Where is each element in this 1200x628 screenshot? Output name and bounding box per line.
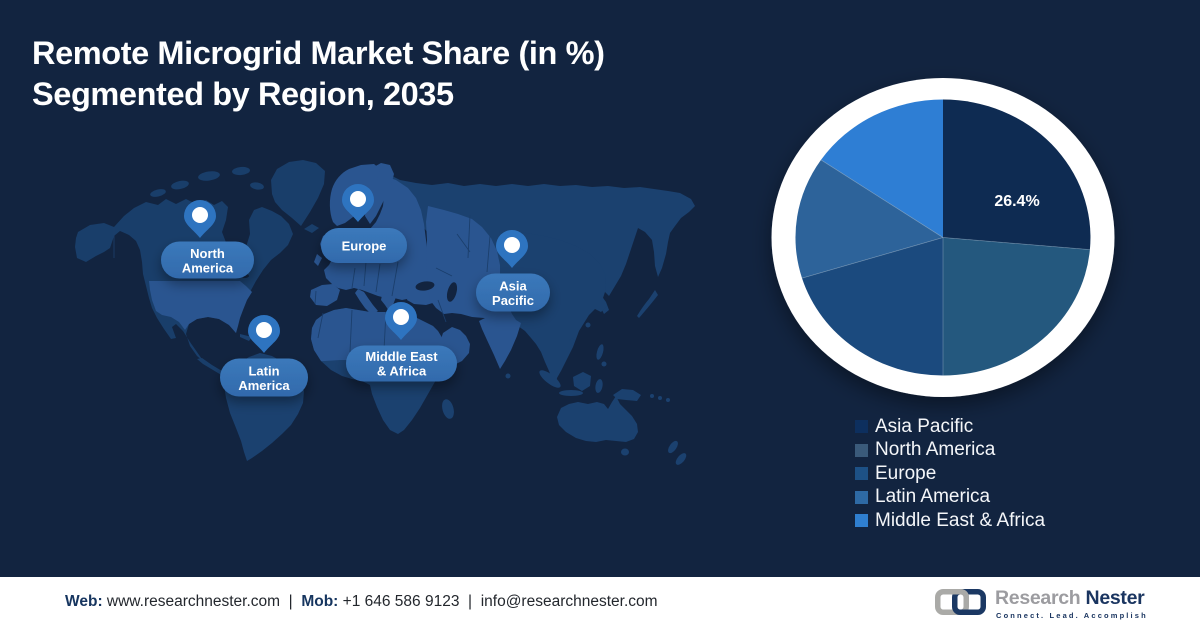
svg-text:North: North — [190, 246, 225, 261]
svg-text:America: America — [182, 261, 234, 276]
svg-text:Europe: Europe — [342, 239, 387, 254]
svg-text:America: America — [238, 378, 290, 393]
svg-text:Asia: Asia — [499, 279, 527, 294]
svg-text:Pacific: Pacific — [492, 293, 534, 308]
svg-text:Latin: Latin — [248, 364, 279, 379]
svg-text:26.4%: 26.4% — [994, 193, 1039, 210]
svg-text:Middle East: Middle East — [365, 349, 438, 364]
svg-text:& Africa: & Africa — [377, 364, 427, 379]
